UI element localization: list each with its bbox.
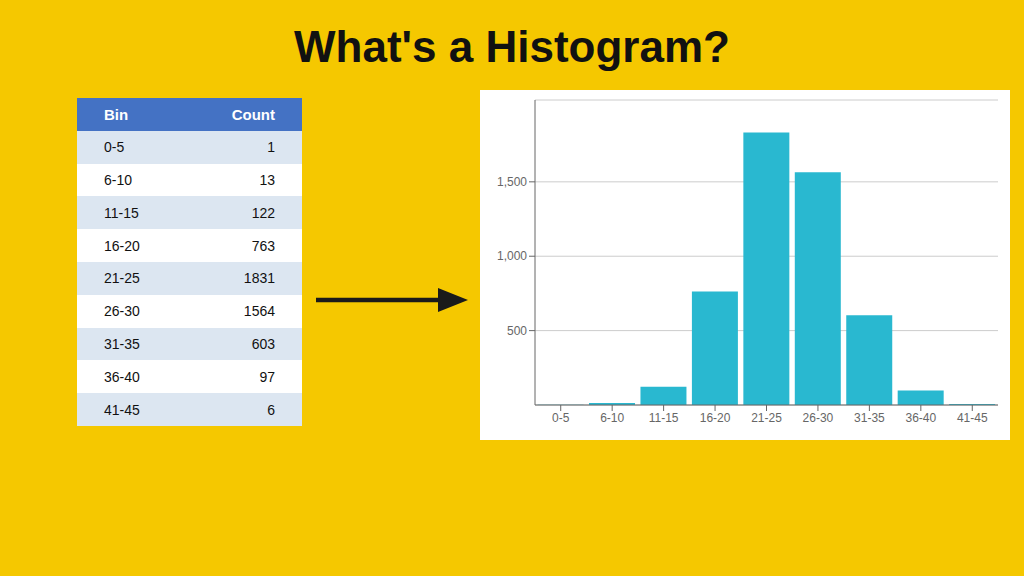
html-text:26-30: 26-30 bbox=[104, 303, 140, 320]
svg-text:500: 500 bbox=[507, 324, 527, 338]
html-text:97: 97 bbox=[259, 368, 275, 385]
html-text:11-15: 11-15 bbox=[104, 204, 139, 221]
svg-text:16-20: 16-20 bbox=[700, 411, 731, 425]
html-text:36-40: 36-40 bbox=[104, 368, 140, 385]
html-text:0-5: 0-5 bbox=[104, 139, 125, 156]
svg-text:1,500: 1,500 bbox=[497, 175, 527, 189]
svg-text:1,000: 1,000 bbox=[497, 249, 527, 263]
html-text:6: 6 bbox=[267, 401, 275, 418]
svg-text:36-40: 36-40 bbox=[905, 411, 936, 425]
html-text:1564: 1564 bbox=[243, 303, 275, 320]
html-text:1831: 1831 bbox=[243, 270, 275, 287]
svg-text:21-25: 21-25 bbox=[751, 411, 782, 425]
html-text:6-10: 6-10 bbox=[104, 172, 132, 188]
html-text:21-25: 21-25 bbox=[104, 270, 140, 287]
html-text:Count: Count bbox=[231, 105, 275, 123]
html-text:41-45: 41-45 bbox=[104, 401, 140, 418]
html-text:16-20: 16-20 bbox=[104, 237, 140, 254]
html-text:Bin: Bin bbox=[104, 105, 129, 123]
svg-text:11-15: 11-15 bbox=[649, 411, 679, 425]
html-text:763: 763 bbox=[251, 237, 275, 254]
html-text:1: 1 bbox=[267, 139, 275, 156]
svg-text:6-10: 6-10 bbox=[600, 411, 624, 425]
html-text:603: 603 bbox=[251, 336, 275, 352]
html-text:31-35: 31-35 bbox=[104, 336, 140, 352]
svg-text:31-35: 31-35 bbox=[854, 411, 885, 425]
svg-text:26-30: 26-30 bbox=[803, 411, 834, 425]
html-text:122: 122 bbox=[251, 204, 275, 221]
html-text:13: 13 bbox=[259, 172, 275, 188]
svg-text:0-5: 0-5 bbox=[552, 411, 570, 425]
svg-text:41-45: 41-45 bbox=[957, 411, 988, 425]
html-text:What's a Histogram?: What's a Histogram? bbox=[294, 22, 730, 71]
